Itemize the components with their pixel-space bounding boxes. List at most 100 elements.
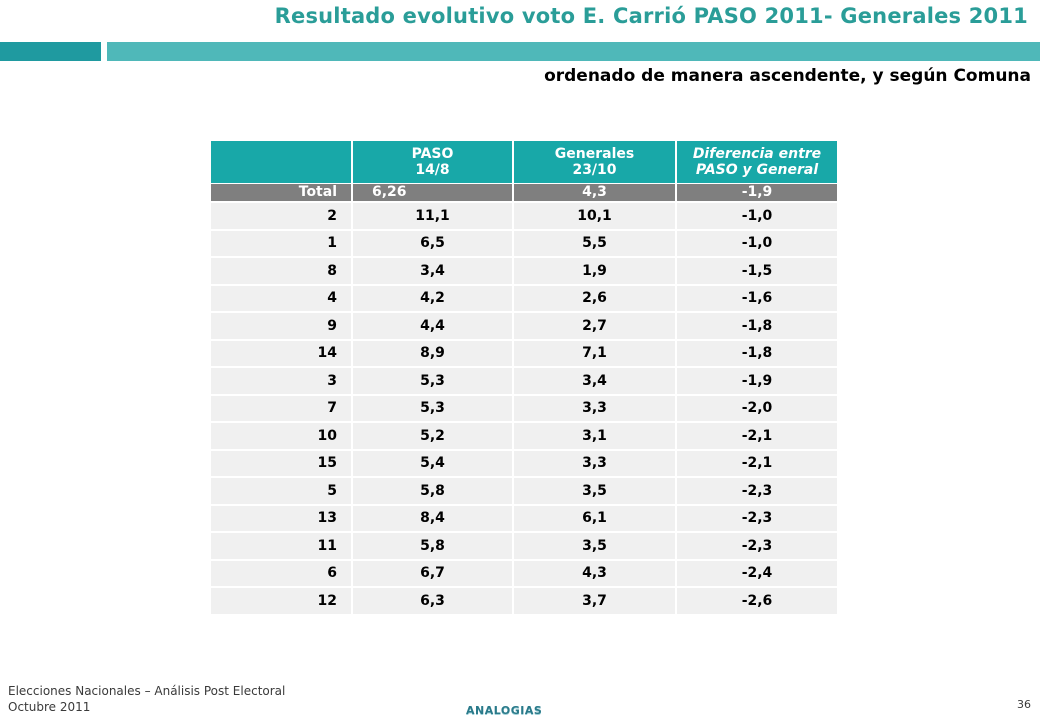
cell-generales: 10,1 — [513, 201, 677, 230]
cell-diferencia: -1,0 — [676, 228, 837, 257]
slide-title: Resultado evolutivo voto E. Carrió PASO … — [274, 4, 1028, 28]
table-row: 11 5,8 3,5 -2,3 — [211, 531, 837, 560]
cell-comuna: 2 — [211, 201, 353, 230]
cell-comuna: 12 — [211, 586, 353, 614]
header-generales-line2: 23/10 — [572, 162, 617, 178]
cell-generales: 3,3 — [513, 448, 677, 477]
cell-diferencia: -2,0 — [676, 393, 837, 422]
cell-comuna: 4 — [211, 283, 353, 312]
accent-bar-right — [107, 42, 1040, 61]
cell-generales: 4,3 — [513, 558, 677, 587]
header-generales-line1: Generales — [554, 146, 635, 162]
table-row: 5 5,8 3,5 -2,3 — [211, 476, 837, 505]
header-comuna — [211, 141, 353, 184]
table-body: 2 11,1 10,1 -1,0 1 6,5 5,5 -1,0 8 3,4 1,9 -1,5 4 4,2 2… — [211, 201, 837, 614]
cell-diferencia: -2,1 — [676, 421, 837, 450]
table-row: 9 4,4 2,7 -1,8 — [211, 311, 837, 340]
brand-logo: ANALOGIAS — [466, 704, 543, 717]
footer-line-2: Octubre 2011 — [8, 700, 91, 714]
cell-generales: 3,7 — [513, 586, 677, 614]
total-label: Total — [211, 183, 353, 202]
cell-comuna: 10 — [211, 421, 353, 450]
cell-paso: 5,4 — [352, 448, 514, 477]
cell-diferencia: -2,1 — [676, 448, 837, 477]
cell-paso: 6,5 — [352, 228, 514, 257]
cell-generales: 3,5 — [513, 476, 677, 505]
total-generales: 4,3 — [513, 183, 677, 202]
cell-paso: 5,3 — [352, 366, 514, 395]
header-paso: PASO 14/8 — [352, 141, 514, 184]
table-row: 4 4,2 2,6 -1,6 — [211, 283, 837, 312]
cell-diferencia: -2,4 — [676, 558, 837, 587]
total-diferencia: -1,9 — [676, 183, 837, 202]
cell-generales: 7,1 — [513, 338, 677, 367]
cell-generales: 2,7 — [513, 311, 677, 340]
cell-diferencia: -1,5 — [676, 256, 837, 285]
cell-comuna: 8 — [211, 256, 353, 285]
table-row: 3 5,3 3,4 -1,9 — [211, 366, 837, 395]
slide-subtitle: ordenado de manera ascendente, y según C… — [544, 66, 1031, 86]
cell-paso: 6,7 — [352, 558, 514, 587]
cell-generales: 3,5 — [513, 531, 677, 560]
table-row: 12 6,3 3,7 -2,6 — [211, 586, 837, 614]
cell-diferencia: -2,6 — [676, 586, 837, 614]
cell-paso: 5,8 — [352, 476, 514, 505]
table-row: 15 5,4 3,3 -2,1 — [211, 448, 837, 477]
cell-paso: 8,4 — [352, 503, 514, 532]
header-diff-line1: Diferencia entre — [692, 146, 822, 162]
cell-generales: 6,1 — [513, 503, 677, 532]
cell-paso: 11,1 — [352, 201, 514, 230]
cell-paso: 4,2 — [352, 283, 514, 312]
total-paso: 6,26 — [352, 183, 514, 202]
cell-paso: 8,9 — [352, 338, 514, 367]
table-row: 2 11,1 10,1 -1,0 — [211, 201, 837, 230]
cell-comuna: 1 — [211, 228, 353, 257]
cell-comuna: 13 — [211, 503, 353, 532]
table-row: 10 5,2 3,1 -2,1 — [211, 421, 837, 450]
cell-diferencia: -1,0 — [676, 201, 837, 230]
cell-paso: 3,4 — [352, 256, 514, 285]
cell-paso: 4,4 — [352, 311, 514, 340]
cell-generales: 3,4 — [513, 366, 677, 395]
cell-diferencia: -1,6 — [676, 283, 837, 312]
cell-comuna: 3 — [211, 366, 353, 395]
cell-paso: 5,8 — [352, 531, 514, 560]
cell-comuna: 9 — [211, 311, 353, 340]
cell-comuna: 14 — [211, 338, 353, 367]
cell-paso: 5,3 — [352, 393, 514, 422]
total-row: Total 6,26 4,3 -1,9 — [211, 183, 837, 202]
table-header-row: PASO 14/8 Generales 23/10 Diferencia ent… — [211, 141, 837, 184]
results-table: PASO 14/8 Generales 23/10 Diferencia ent… — [211, 141, 837, 614]
cell-comuna: 7 — [211, 393, 353, 422]
accent-bar-left — [0, 42, 101, 61]
cell-diferencia: -1,8 — [676, 338, 837, 367]
cell-paso: 5,2 — [352, 421, 514, 450]
table-row: 6 6,7 4,3 -2,4 — [211, 558, 837, 587]
header-diferencia: Diferencia entre PASO y General — [676, 141, 837, 184]
cell-generales: 3,3 — [513, 393, 677, 422]
cell-diferencia: -2,3 — [676, 476, 837, 505]
page-number: 36 — [1017, 698, 1031, 711]
table-row: 14 8,9 7,1 -1,8 — [211, 338, 837, 367]
cell-generales: 3,1 — [513, 421, 677, 450]
cell-paso: 6,3 — [352, 586, 514, 614]
header-paso-line1: PASO — [411, 146, 454, 162]
table-row: 13 8,4 6,1 -2,3 — [211, 503, 837, 532]
cell-comuna: 6 — [211, 558, 353, 587]
cell-comuna: 5 — [211, 476, 353, 505]
cell-diferencia: -1,9 — [676, 366, 837, 395]
header-diff-line2: PASO y General — [695, 162, 819, 178]
cell-comuna: 15 — [211, 448, 353, 477]
cell-generales: 1,9 — [513, 256, 677, 285]
table-row: 8 3,4 1,9 -1,5 — [211, 256, 837, 285]
cell-diferencia: -2,3 — [676, 503, 837, 532]
cell-comuna: 11 — [211, 531, 353, 560]
cell-generales: 2,6 — [513, 283, 677, 312]
header-paso-line2: 14/8 — [415, 162, 450, 178]
table-row: 1 6,5 5,5 -1,0 — [211, 228, 837, 257]
cell-diferencia: -1,8 — [676, 311, 837, 340]
cell-diferencia: -2,3 — [676, 531, 837, 560]
header-generales: Generales 23/10 — [513, 141, 677, 184]
footer-line-1: Elecciones Nacionales – Análisis Post El… — [8, 684, 286, 698]
cell-generales: 5,5 — [513, 228, 677, 257]
